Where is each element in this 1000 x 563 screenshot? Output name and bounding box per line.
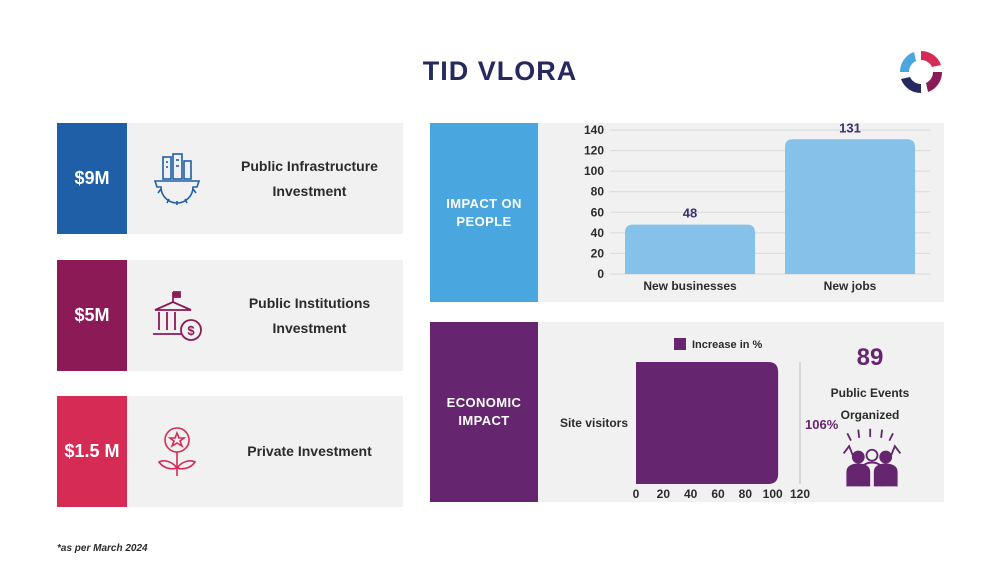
flower-star-icon — [157, 427, 197, 476]
footnote: *as per March 2024 — [57, 543, 148, 554]
x-tick-label: 120 — [790, 487, 810, 501]
y-tick-label: 60 — [591, 205, 605, 219]
svg-text:$: $ — [187, 323, 195, 338]
x-tick-label: New businesses — [643, 279, 737, 293]
x-tick-label: 80 — [739, 487, 753, 501]
events-count: 89 — [856, 344, 884, 371]
investment-amount: $9M — [57, 123, 127, 234]
x-tick-label: 100 — [763, 487, 783, 501]
economic-impact-panel: ECONOMIC IMPACT Increase in % Site visito… — [430, 322, 944, 502]
investment-card-private: $1.5 M Private Investment — [57, 396, 403, 507]
bar — [636, 362, 779, 484]
events-label: Public Events Organized — [830, 386, 910, 422]
city-gear-icon — [153, 153, 201, 205]
bar — [625, 224, 755, 274]
investment-label: Public Infrastructure Investment — [241, 157, 378, 199]
x-tick-label: 60 — [711, 487, 725, 501]
legend-swatch — [674, 338, 686, 350]
investment-card-infrastructure: $9M Public Infrastructure Investment — [57, 123, 403, 234]
data-label: 131 — [839, 123, 861, 135]
y-tick-label: 80 — [591, 185, 605, 199]
investment-amount: $1.5 M — [57, 396, 127, 507]
x-tick-label: New jobs — [824, 279, 877, 293]
y-tick-label: 140 — [584, 123, 604, 137]
economic-impact-heading: ECONOMIC IMPACT — [430, 322, 538, 502]
investment-label: Public Institutions Investment — [248, 294, 371, 336]
bar — [785, 139, 915, 274]
y-tick-label: 20 — [591, 246, 605, 260]
impact-people-panel: IMPACT ON PEOPLE 0 20 40 60 80 100 120 140 48 New… — [430, 123, 944, 302]
legend-label: Increase in % — [692, 339, 763, 351]
jobs-businesses-chart: 0 20 40 60 80 100 120 140 48 New businesses 131 New… — [584, 123, 930, 293]
logo-icon — [899, 50, 943, 94]
site-visitors-chart: Increase in % Site visitors 106% 0 20 40 60 80 1… — [560, 338, 839, 501]
y-tick-label: 100 — [584, 164, 604, 178]
investment-label: Private Investment — [247, 443, 372, 459]
page-title: TID VLORA — [422, 56, 578, 86]
y-tick-label: 120 — [584, 144, 604, 158]
category-label: Site visitors — [560, 416, 628, 430]
data-label: 106% — [805, 417, 839, 432]
bank-dollar-icon: $ — [153, 291, 202, 341]
y-tick-label: 0 — [597, 267, 604, 281]
x-tick-label: 0 — [633, 487, 640, 501]
investment-amount: $5M — [57, 260, 127, 371]
y-tick-label: 40 — [591, 226, 605, 240]
crowd-cheering-icon — [842, 428, 902, 487]
data-label: 48 — [683, 206, 697, 221]
impact-people-heading: IMPACT ON PEOPLE — [430, 123, 538, 302]
investment-card-institutions: $5M $ Public Institutions Investment — [57, 260, 403, 371]
x-tick-label: 40 — [684, 487, 698, 501]
x-tick-label: 20 — [657, 487, 671, 501]
